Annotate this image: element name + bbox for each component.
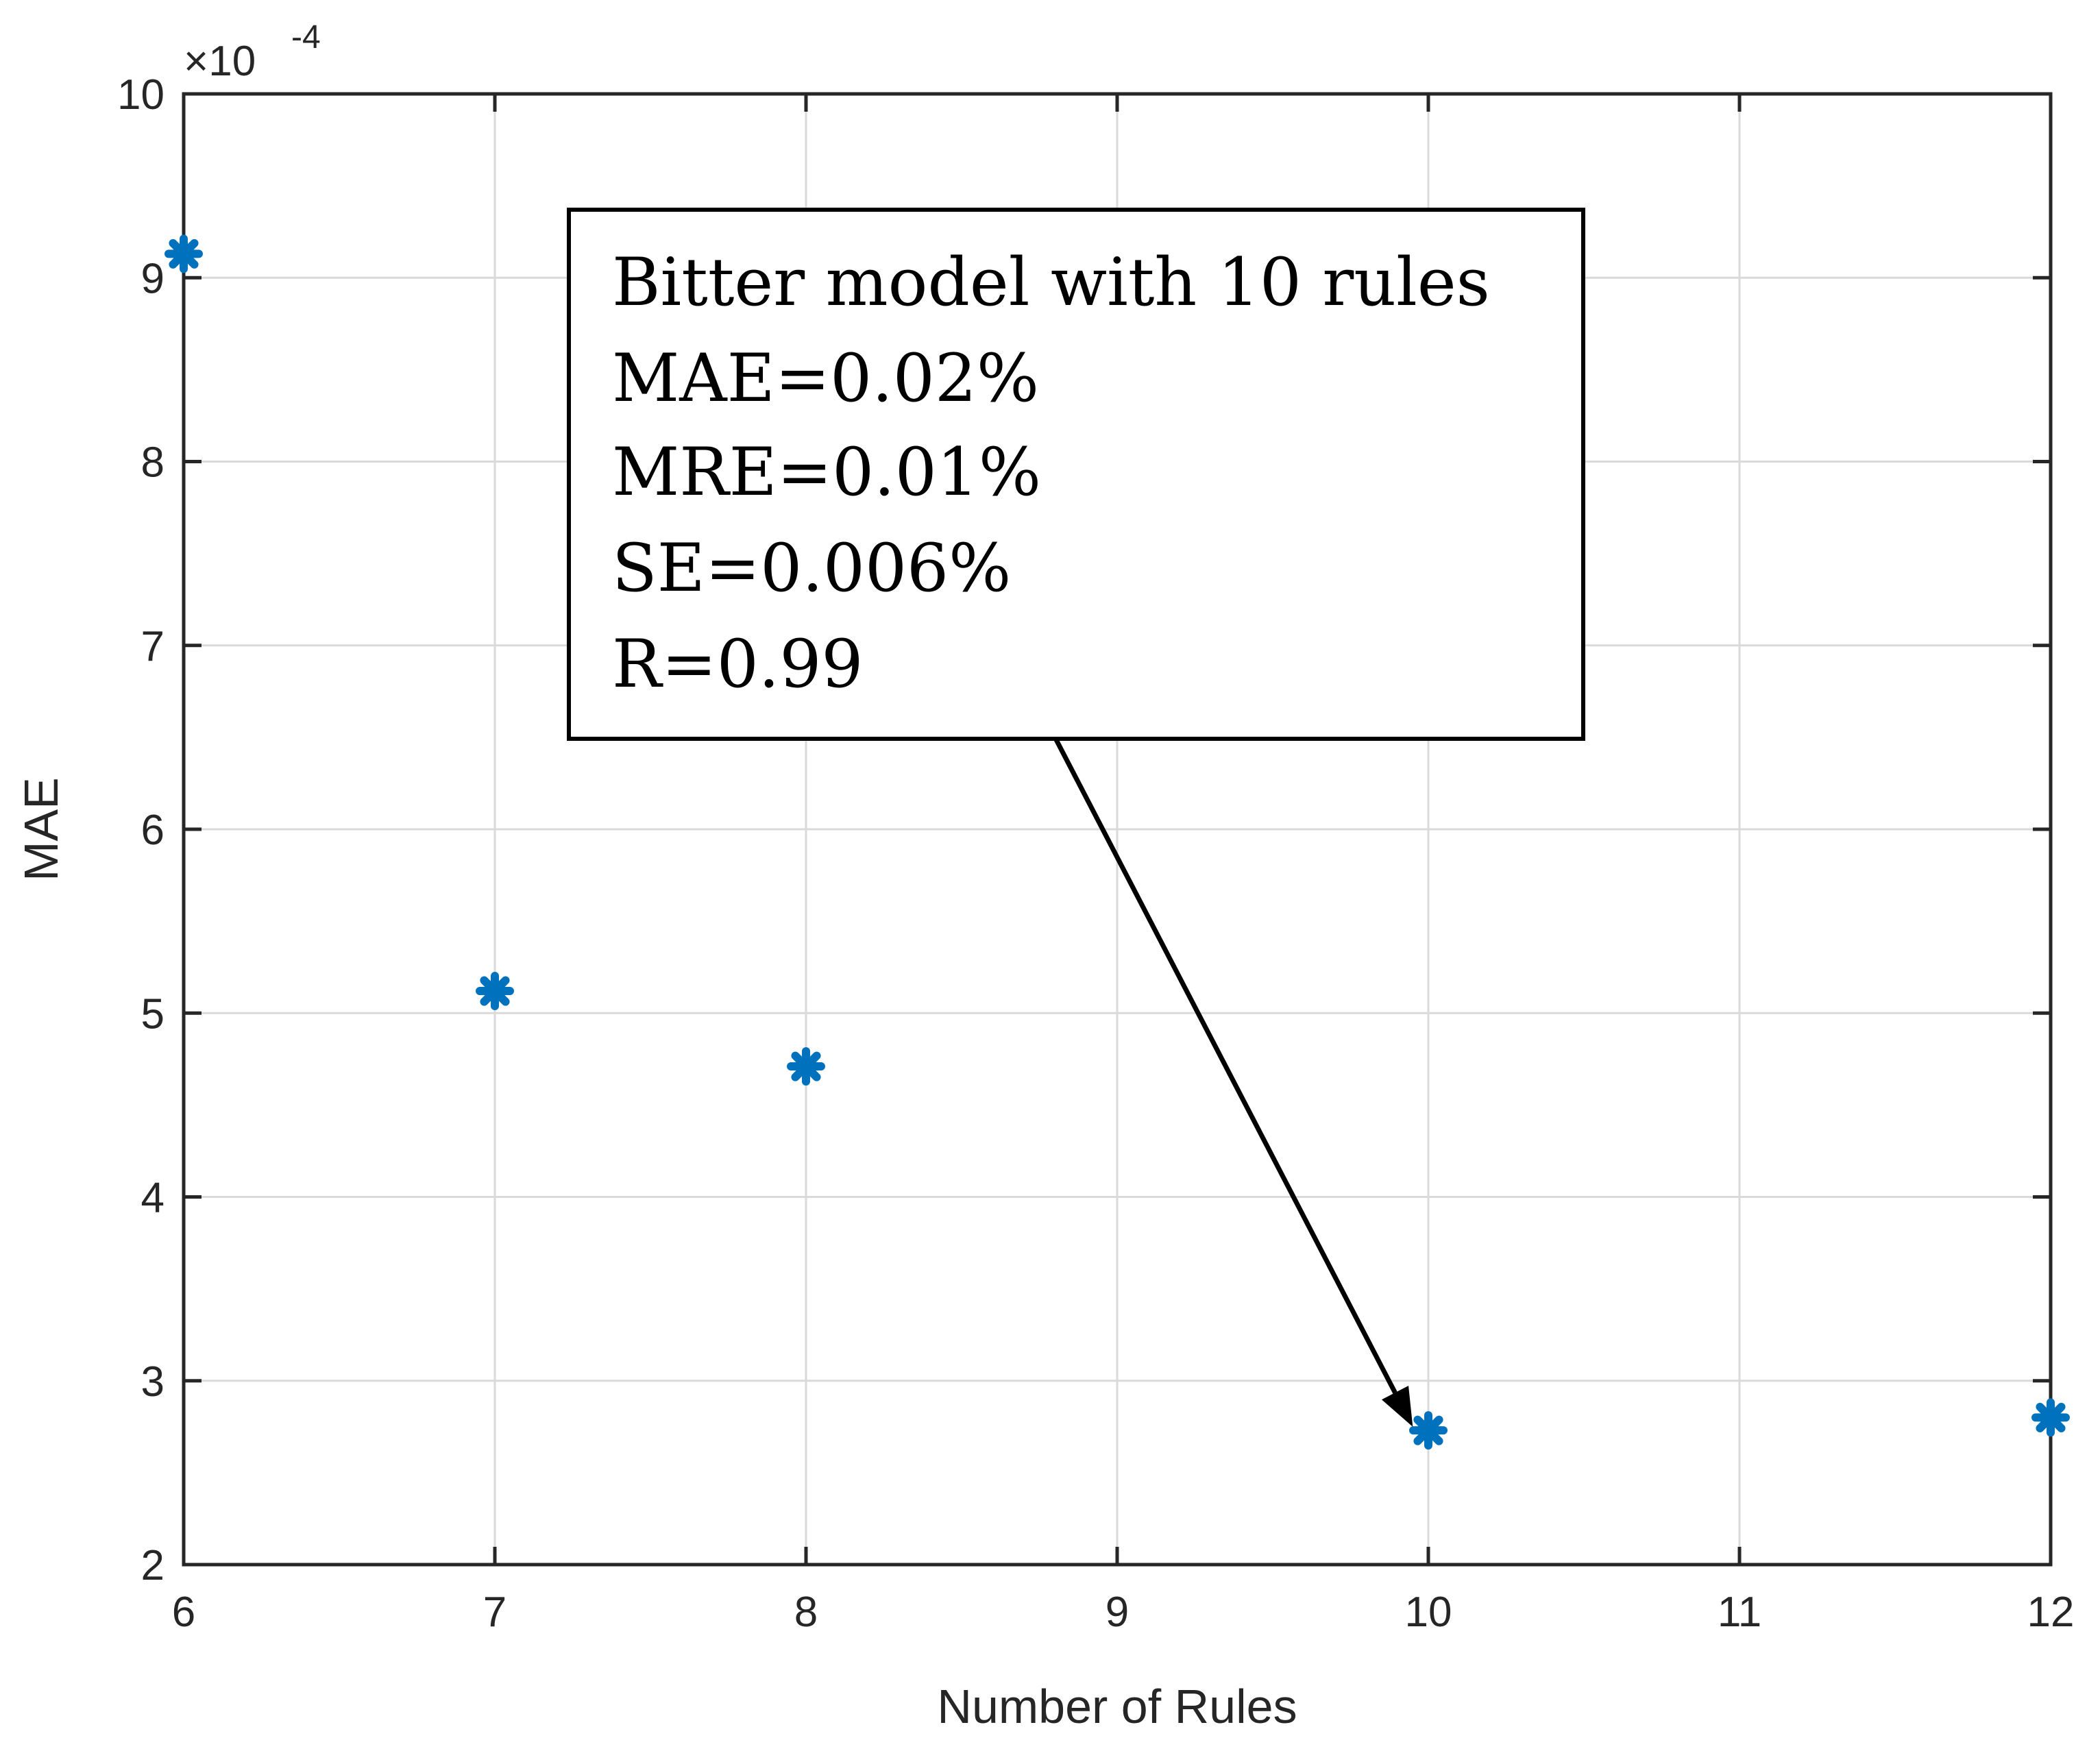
data-point — [2031, 1398, 2070, 1437]
x-tick-label: 9 — [1106, 1589, 1129, 1636]
y-tick-label: 5 — [141, 990, 164, 1038]
y-tick-label: 3 — [141, 1358, 164, 1406]
x-tick-label: 7 — [483, 1589, 506, 1636]
x-axis-tick-labels: 6 7 8 9 10 11 12 — [172, 1589, 2075, 1636]
x-tick-label: 6 — [172, 1589, 195, 1636]
y-tick-label: 4 — [141, 1175, 164, 1222]
x-tick-label: 12 — [2027, 1589, 2075, 1636]
y-scale-exponent-power: -4 — [291, 19, 321, 56]
x-tick-label: 10 — [1405, 1589, 1452, 1636]
axis-ticks — [182, 92, 2053, 1567]
annotation-line-2: MAE=0.02% — [612, 340, 1039, 417]
annotation-box — [567, 208, 1585, 741]
data-point — [1409, 1411, 1448, 1450]
x-axis-title: Number of Rules — [937, 1680, 1297, 1733]
y-scale-exponent-base: ×10 — [184, 38, 256, 85]
annotation-line-4: SE=0.006% — [612, 530, 1011, 607]
annotation-arrow-line — [1053, 736, 1397, 1394]
y-tick-label: 8 — [141, 439, 164, 487]
y-tick-label: 6 — [141, 807, 164, 854]
y-axis-tick-labels: 2 3 4 5 6 7 8 9 10 — [117, 71, 164, 1589]
annotation: Bitter model with 10 rules MAE=0.02% MRE… — [567, 208, 1585, 1427]
data-point — [787, 1047, 825, 1086]
x-tick-label: 8 — [794, 1589, 818, 1636]
y-tick-label: 9 — [141, 255, 164, 302]
annotation-line-1: Bitter model with 10 rules — [612, 244, 1490, 321]
y-tick-label: 10 — [117, 71, 164, 119]
annotation-line-5: R=0.99 — [612, 626, 863, 702]
y-tick-label: 2 — [141, 1542, 164, 1589]
annotation-line-3: MRE=0.01% — [612, 434, 1041, 511]
data-point — [164, 234, 203, 273]
annotation-arrow-head — [1381, 1385, 1413, 1427]
y-scale-exponent: ×10 -4 — [184, 19, 321, 85]
y-axis-title: MAE — [14, 777, 68, 881]
data-point — [476, 972, 514, 1011]
y-tick-label: 7 — [141, 623, 164, 670]
x-tick-label: 11 — [1718, 1589, 1761, 1636]
data-series-mae — [164, 234, 2070, 1450]
